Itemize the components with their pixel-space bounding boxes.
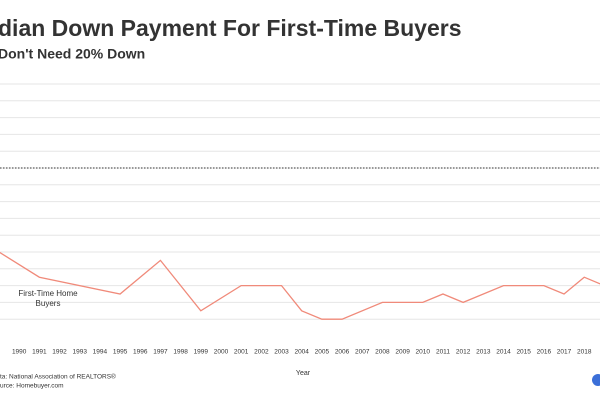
x-tick-label: 2003 (274, 349, 289, 356)
annotation: First-Time Home Buyers (18, 289, 78, 308)
x-tick-label: 2017 (557, 349, 572, 356)
x-tick-label: 2016 (537, 349, 552, 356)
x-tick-label: 1999 (194, 349, 209, 356)
annotation-line: First-Time Home (18, 289, 78, 298)
x-tick-label: 2000 (214, 349, 229, 356)
x-tick-label: 2014 (496, 349, 511, 356)
x-tick-label: 2007 (355, 349, 370, 356)
x-tick-label: 2001 (234, 349, 249, 356)
annotation-line: Buyers (36, 299, 61, 308)
chart-title: dian Down Payment For First-Time Buyers (0, 15, 462, 41)
x-tick-label: 1990 (12, 349, 27, 356)
x-tick-label: 2013 (476, 349, 491, 356)
x-tick-label: 2015 (516, 349, 531, 356)
source: ta: National Association of REALTORS® (0, 373, 116, 381)
x-tick-label: 1994 (93, 349, 108, 356)
x-tick-label: 2010 (416, 349, 431, 356)
logo (592, 374, 600, 386)
x-tick-label: 1997 (153, 349, 168, 356)
x-tick-label: 2008 (375, 349, 390, 356)
x-tick-label: 2012 (456, 349, 471, 356)
source: urce: Homebuyer.com (0, 383, 64, 390)
x-tick-label: 1998 (173, 349, 188, 356)
x-tick-label: 2002 (254, 349, 269, 356)
x-tick-label: 1991 (32, 349, 47, 356)
x-tick-label: 2018 (577, 349, 592, 356)
x-tick-label: 2004 (294, 349, 309, 356)
x-tick-label: 2005 (315, 349, 330, 356)
x-tick-label: 2006 (335, 349, 350, 356)
x-tick-label: 1992 (52, 349, 67, 356)
x-tick-label: 1995 (113, 349, 128, 356)
x-tick-label: 1996 (133, 349, 148, 356)
x-axis-label: Year (296, 370, 311, 377)
x-tick-label: 1993 (72, 349, 87, 356)
data-line (0, 251, 600, 320)
x-tick-label: 2009 (395, 349, 410, 356)
chart-subtitle: Don't Need 20% Down (0, 46, 145, 62)
x-tick-label: 2011 (436, 349, 450, 356)
